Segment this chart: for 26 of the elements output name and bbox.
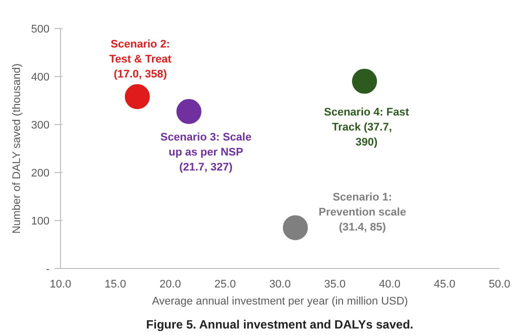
- y-tick-label: 300: [31, 120, 50, 132]
- x-tick-label: 25.0: [214, 278, 236, 290]
- point: [176, 99, 202, 124]
- x-tick-label: 50.0: [488, 278, 510, 290]
- y-tick-label: 100: [31, 216, 50, 228]
- point: [282, 215, 308, 240]
- x-tick-label: 40.0: [379, 278, 400, 290]
- x-axis-title: Average annual investment per year (in million USD): [152, 296, 408, 308]
- y-tick-label: -: [46, 264, 50, 276]
- text: Scenario 4: Fast Track (37.7, 390): [324, 106, 410, 148]
- series-label: Scenario 1: Prevention scale (31.4, 85): [318, 192, 406, 234]
- point: [352, 68, 378, 94]
- x-tick-label: 45.0: [434, 278, 456, 290]
- y-tick-label: 200: [31, 168, 50, 180]
- y-tick-label: 400: [31, 72, 50, 84]
- series-label: Scenario 2: Test & Treat (17.0, 358): [109, 38, 172, 81]
- x-tick-label: 15.0: [104, 278, 126, 290]
- x-tick-label: 10.0: [50, 278, 72, 290]
- text: Figure 5. Annual investment and DALYs saved.: [146, 318, 414, 332]
- point: [124, 84, 150, 110]
- x-tick-label: 35.0: [324, 278, 346, 290]
- text: Scenario 3: Scale up as per NSP (21.7, 327): [160, 132, 252, 174]
- x-tick-label: 20.0: [160, 278, 181, 290]
- y-axis-title: Number of DALY saved (thousand): [11, 64, 24, 234]
- y-tick-label: 500: [31, 24, 50, 36]
- x-tick-label: 30.0: [269, 278, 291, 290]
